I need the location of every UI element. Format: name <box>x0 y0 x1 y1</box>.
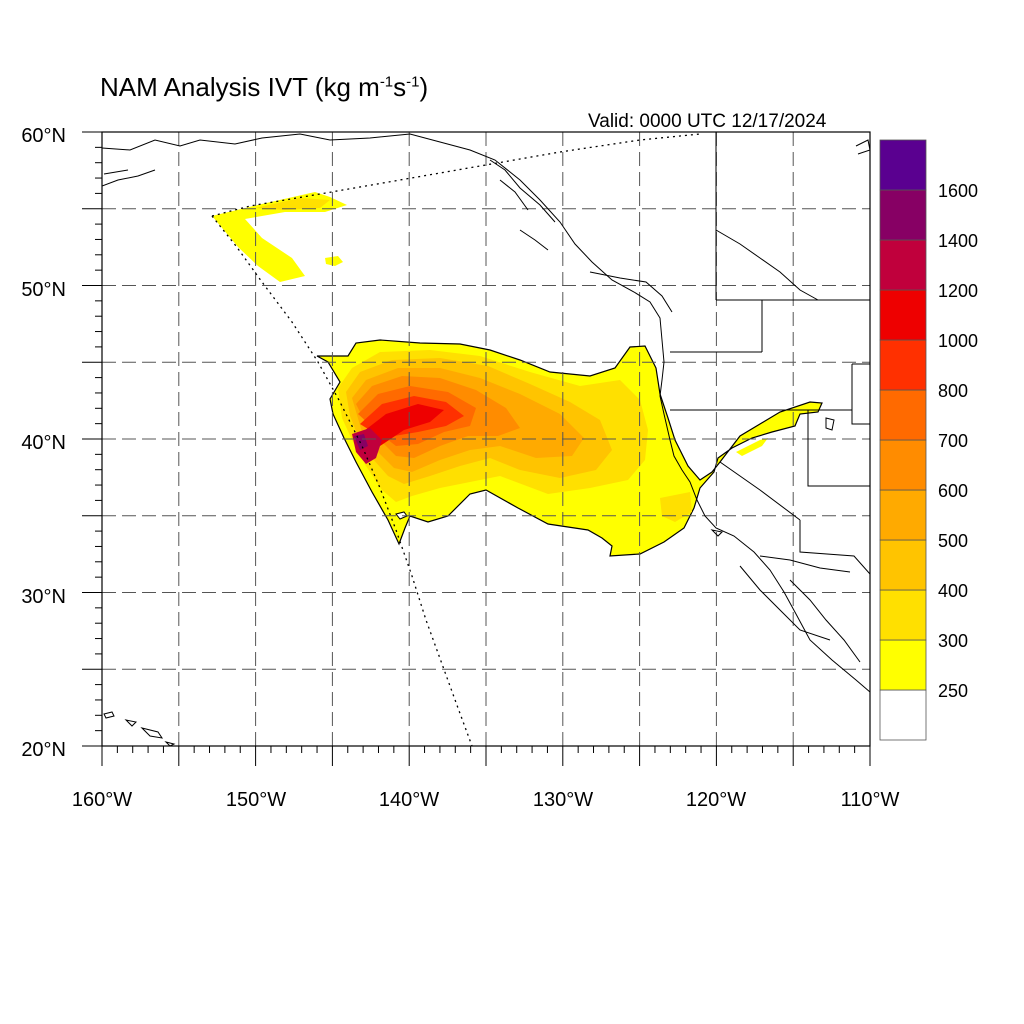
ivt-blob-small <box>325 256 343 266</box>
lat-tick-label: 40°N <box>21 432 66 454</box>
domain-boundary <box>211 133 701 746</box>
lat-tick-label: 30°N <box>21 586 66 608</box>
ivt-plume-north-inner <box>255 198 330 210</box>
axis-ticks <box>82 131 871 766</box>
colorbar-swatch <box>879 189 927 241</box>
colorbar-swatch <box>879 689 927 741</box>
ivt-band-1000 <box>360 404 444 446</box>
ivt-shading <box>212 192 823 557</box>
colorbar-label: 700 <box>938 431 968 451</box>
lon-tick-label: 110°W <box>841 789 900 811</box>
lon-tick-label: 140°W <box>379 789 439 811</box>
colorbar-swatch <box>879 539 927 591</box>
chart-title: NAM Analysis IVT (kg m-1s-1) <box>100 72 429 102</box>
ivt-inland-streak <box>736 438 768 456</box>
colorbar-swatch <box>879 489 927 541</box>
colorbar-label: 500 <box>938 531 968 551</box>
colorbar-label: 800 <box>938 381 968 401</box>
colorbar-label: 1600 <box>938 181 978 201</box>
colorbar-swatch <box>879 589 927 641</box>
coastlines <box>102 132 870 746</box>
colorbar-swatch <box>879 389 927 441</box>
ivt-mexico-lobe <box>660 492 692 522</box>
colorbar-swatch <box>879 339 927 391</box>
lon-labels: 160°W 150°W 140°W 130°W 120°W 110°W <box>72 789 900 811</box>
lat-tick-label: 20°N <box>21 739 66 761</box>
lon-tick-label: 150°W <box>226 789 286 811</box>
ivt-plume-north <box>212 192 347 282</box>
colorbar-swatch <box>879 239 927 291</box>
ivt-band-1400 <box>354 434 368 450</box>
colorbar-label: 1000 <box>938 331 978 351</box>
colorbar-label: 300 <box>938 631 968 651</box>
lat-tick-label: 50°N <box>21 279 66 301</box>
colorbar-label: 1200 <box>938 281 978 301</box>
colorbar-label: 400 <box>938 581 968 601</box>
valid-time-label: Valid: 0000 UTC 12/17/2024 <box>588 111 827 132</box>
colorbar-label: 1400 <box>938 231 978 251</box>
graticule <box>102 132 870 746</box>
colorbar-swatch <box>879 139 927 191</box>
lat-labels: 20°N 30°N 40°N 50°N 60°N <box>21 125 66 761</box>
colorbar-label: 600 <box>938 481 968 501</box>
colorbar-swatch <box>879 289 927 341</box>
lat-tick-label: 60°N <box>21 125 66 147</box>
lon-tick-label: 120°W <box>686 789 746 811</box>
lon-tick-label: 160°W <box>72 789 132 811</box>
colorbar-swatch <box>879 639 927 691</box>
colorbar-label: 250 <box>938 681 968 701</box>
colorbar: 250 300 400 500 600 700 800 1000 1200 1400 1600 <box>879 139 978 741</box>
colorbar-swatch <box>879 439 927 491</box>
lon-tick-label: 130°W <box>533 789 593 811</box>
